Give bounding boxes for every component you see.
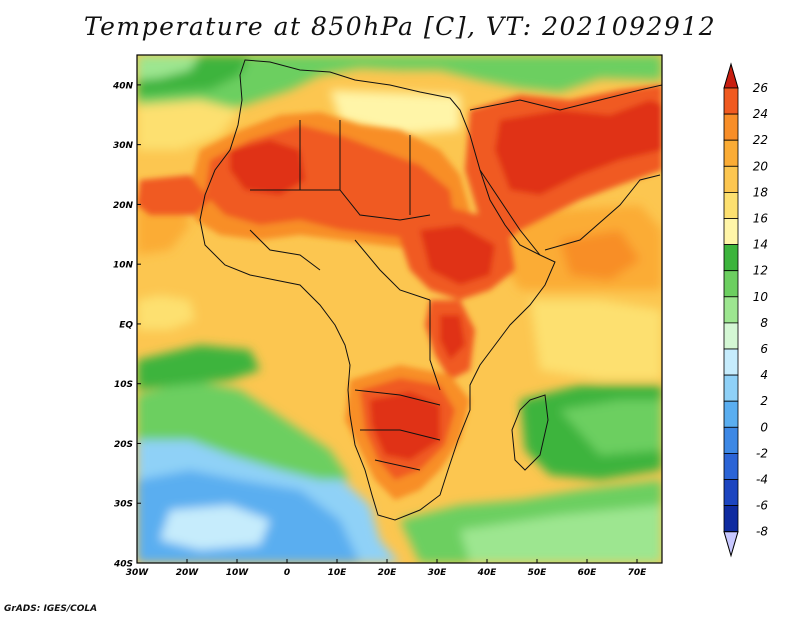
lon-label: 10W <box>226 568 250 578</box>
colorbar-swatch <box>723 296 739 324</box>
colorbar-swatch <box>723 165 739 193</box>
lon-label: 60E <box>578 568 598 578</box>
lon-label: 40E <box>477 568 498 578</box>
colorbar-label: 24 <box>753 107 768 121</box>
colorbar-swatch <box>723 87 739 115</box>
colorbar-label: 0 <box>760 420 768 434</box>
colorbar-label: -4 <box>756 473 768 487</box>
lat-label: EQ <box>119 320 133 330</box>
colorbar-label: 16 <box>753 212 769 226</box>
colorbar-swatch <box>723 113 739 141</box>
lat-label: 40N <box>112 81 134 91</box>
latitude-axis: 40N 30N 20N 10N EQ 10S 20S 30S 40S <box>112 81 141 570</box>
colorbar-swatch <box>723 374 739 402</box>
colorbar-swatch <box>723 479 739 507</box>
lat-label: 40S <box>113 560 133 570</box>
colorbar-label: 20 <box>753 159 769 173</box>
longitude-axis: 30W 20W 10W 0 10E 20E 30E 40E 50E 60E 70E <box>126 559 647 578</box>
lat-label: 10S <box>114 380 133 390</box>
lon-label: 20W <box>176 568 200 578</box>
colorbar-label: -8 <box>756 525 768 539</box>
colorbar-swatch <box>723 270 739 298</box>
colorbar-swatch <box>723 400 739 428</box>
temperature-field <box>137 55 662 563</box>
colorbar-extend-top <box>723 62 739 89</box>
map-title: Temperature at 850hPa [C], VT: 202109291… <box>83 12 717 41</box>
colorbar-swatch <box>723 322 739 350</box>
lat-label: 10N <box>113 261 134 271</box>
lon-label: 50E <box>528 568 548 578</box>
colorbar-swatch <box>723 244 739 272</box>
colorbar-swatch <box>723 191 739 219</box>
colorbar-label: 4 <box>760 368 768 382</box>
credit-text: GrADS: IGES/COLA <box>4 604 98 614</box>
colorbar-swatch <box>723 505 739 533</box>
lat-label: 30N <box>113 141 134 151</box>
colorbar-label: 12 <box>753 264 768 278</box>
colorbar-label: 22 <box>753 133 768 147</box>
lon-label: 10E <box>328 568 348 578</box>
colorbar-label: 6 <box>760 342 768 356</box>
colorbar-swatch <box>723 348 739 376</box>
colorbar-label: 8 <box>760 316 768 330</box>
colorbar-label: 2 <box>760 394 768 408</box>
colorbar-label: -2 <box>756 446 768 460</box>
lon-label: 70E <box>628 568 648 578</box>
colorbar-swatch <box>723 452 739 480</box>
colorbar-label: 18 <box>753 185 769 199</box>
temperature-map: 40N 30N 20N 10N EQ 10S 20S 30S 40S 30W 20W 10W 0 10E… <box>112 54 769 578</box>
colorbar-label: 14 <box>753 238 768 252</box>
colorbar-extend-bottom <box>723 531 739 558</box>
lat-label: 20N <box>113 201 134 211</box>
lon-label: 0 <box>284 568 290 578</box>
colorbar-swatch <box>723 139 739 167</box>
lon-label: 30W <box>126 568 150 578</box>
coastlines <box>199 59 662 521</box>
colorbar-swatch <box>723 426 739 454</box>
lon-label: 30E <box>428 568 448 578</box>
lon-label: 20E <box>378 568 398 578</box>
lat-label: 20S <box>114 440 133 450</box>
colorbar-label: -6 <box>756 499 768 513</box>
colorbar-label: 26 <box>753 81 769 95</box>
map-frame <box>136 54 663 564</box>
lat-label: 30S <box>114 500 133 510</box>
colorbar-label: 10 <box>753 290 769 304</box>
colorbar-swatch <box>723 218 739 246</box>
